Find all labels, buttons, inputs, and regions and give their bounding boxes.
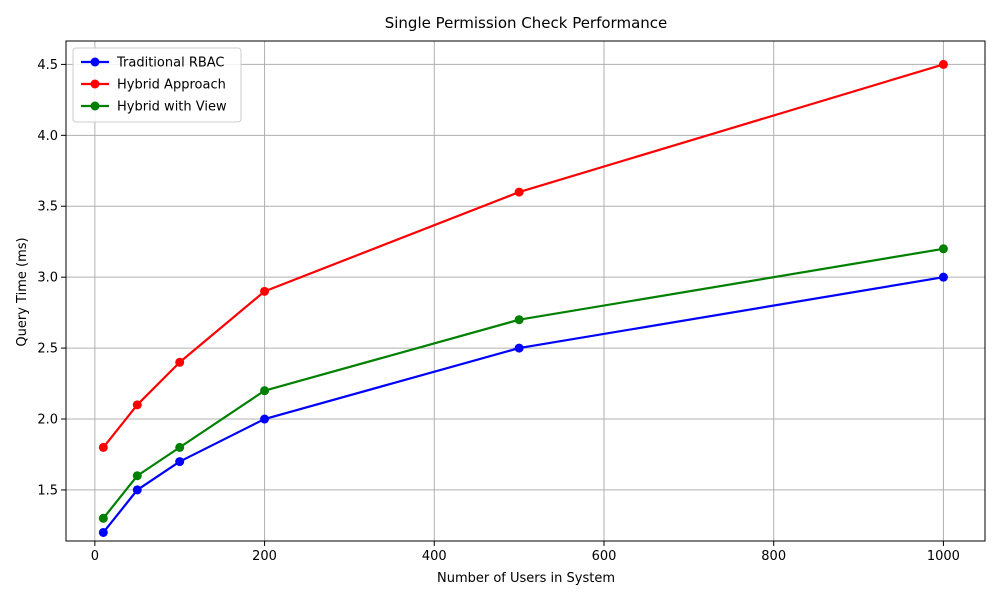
- x-tick-label: 600: [592, 549, 617, 564]
- data-point: [132, 400, 142, 410]
- x-tick-label: 1000: [927, 549, 960, 564]
- y-axis-label: Query Time (ms): [15, 237, 30, 346]
- axis-ticks: 0 200 400 600 800 1000 1.5 2.0 2.5 3.0 3.5 4.0 4.5: [37, 58, 960, 564]
- x-tick-label: 800: [761, 549, 786, 564]
- legend-label: Hybrid Approach: [117, 78, 226, 93]
- data-point: [514, 315, 524, 325]
- series-line: [102, 276, 944, 534]
- series-0: [98, 272, 948, 537]
- series-group: [98, 59, 948, 537]
- series-line: [102, 247, 944, 519]
- y-tick-label: 3.0: [37, 271, 58, 286]
- x-tick-label: 200: [252, 549, 277, 564]
- y-tick-label: 4.0: [37, 129, 58, 144]
- legend-item: Hybrid with View: [81, 100, 227, 115]
- legend-marker: [90, 79, 100, 89]
- data-point: [260, 414, 270, 424]
- series-2: [98, 244, 948, 523]
- legend-marker: [90, 57, 100, 67]
- y-tick-label: 1.5: [37, 483, 58, 498]
- y-tick-label: 4.5: [37, 58, 58, 73]
- legend-label: Hybrid with View: [117, 100, 227, 115]
- data-point: [175, 457, 185, 467]
- legend-item: Hybrid Approach: [81, 78, 226, 93]
- data-point: [938, 59, 948, 69]
- data-point: [132, 485, 142, 495]
- legend-label: Traditional RBAC: [116, 56, 225, 71]
- data-point: [132, 471, 142, 481]
- data-point: [938, 244, 948, 254]
- data-point: [98, 527, 108, 537]
- x-tick-label: 0: [91, 549, 99, 564]
- y-tick-label: 3.5: [37, 200, 58, 215]
- plot-area-frame: [65, 40, 986, 542]
- data-point: [98, 513, 108, 523]
- data-point: [260, 386, 270, 396]
- series-1: [98, 59, 948, 452]
- series-line: [102, 63, 944, 449]
- data-point: [514, 187, 524, 197]
- data-point: [938, 272, 948, 282]
- legend-item: Traditional RBAC: [81, 56, 225, 71]
- chart-title: Single Permission Check Performance: [385, 14, 668, 32]
- legend: Traditional RBAC Hybrid Approach Hybrid wi…: [72, 47, 242, 123]
- data-point: [260, 286, 270, 296]
- legend-box: [72, 47, 242, 123]
- data-point: [175, 357, 185, 367]
- data-point: [175, 442, 185, 452]
- data-point: [514, 343, 524, 353]
- legend-marker: [90, 101, 100, 111]
- x-axis-label: Number of Users in System: [437, 571, 615, 586]
- data-point: [98, 442, 108, 452]
- y-tick-label: 2.5: [37, 342, 58, 357]
- x-tick-label: 400: [422, 549, 447, 564]
- y-tick-label: 2.0: [37, 413, 58, 428]
